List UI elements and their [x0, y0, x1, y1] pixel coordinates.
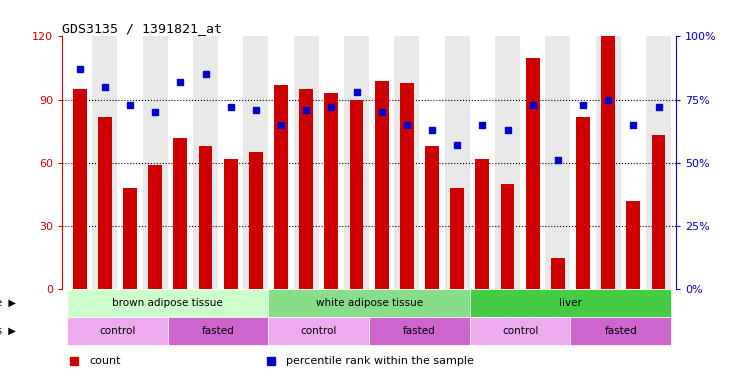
Bar: [651, 136, 665, 289]
Bar: [143, 36, 168, 289]
Bar: [173, 137, 187, 289]
Bar: [400, 83, 414, 289]
Bar: [98, 116, 112, 289]
Bar: [576, 116, 590, 289]
Bar: [344, 36, 369, 289]
Bar: [67, 317, 168, 345]
Bar: [450, 188, 464, 289]
Bar: [425, 146, 439, 289]
Bar: [73, 89, 87, 289]
Text: control: control: [502, 326, 538, 336]
Bar: [501, 184, 515, 289]
Bar: [394, 36, 420, 289]
Bar: [299, 89, 313, 289]
Bar: [92, 36, 118, 289]
Bar: [596, 36, 621, 289]
Bar: [475, 159, 489, 289]
Bar: [470, 317, 570, 345]
Bar: [551, 258, 565, 289]
Text: fasted: fasted: [403, 326, 436, 336]
Bar: [349, 100, 363, 289]
Text: liver: liver: [559, 298, 582, 308]
Bar: [375, 81, 389, 289]
Text: stress  ▶: stress ▶: [0, 326, 16, 336]
Text: percentile rank within the sample: percentile rank within the sample: [287, 356, 474, 366]
Bar: [123, 188, 137, 289]
Text: control: control: [99, 326, 136, 336]
Bar: [444, 36, 470, 289]
Bar: [626, 201, 640, 289]
Bar: [495, 36, 520, 289]
Bar: [570, 317, 671, 345]
Text: white adipose tissue: white adipose tissue: [316, 298, 423, 308]
Bar: [199, 146, 213, 289]
Bar: [148, 165, 162, 289]
Bar: [67, 289, 268, 317]
Bar: [268, 317, 369, 345]
Bar: [602, 36, 616, 289]
Bar: [224, 159, 238, 289]
Text: tissue  ▶: tissue ▶: [0, 298, 16, 308]
Bar: [325, 93, 338, 289]
Bar: [168, 317, 268, 345]
Bar: [526, 58, 539, 289]
Bar: [294, 36, 319, 289]
Bar: [545, 36, 570, 289]
Bar: [243, 36, 268, 289]
Bar: [249, 152, 263, 289]
Text: fasted: fasted: [605, 326, 637, 336]
Bar: [268, 289, 470, 317]
Bar: [274, 85, 288, 289]
Text: GDS3135 / 1391821_at: GDS3135 / 1391821_at: [62, 22, 222, 35]
Text: brown adipose tissue: brown adipose tissue: [113, 298, 223, 308]
Text: control: control: [300, 326, 337, 336]
Bar: [193, 36, 218, 289]
Text: count: count: [90, 356, 121, 366]
Text: fasted: fasted: [202, 326, 235, 336]
Bar: [470, 289, 671, 317]
Bar: [646, 36, 671, 289]
Bar: [369, 317, 470, 345]
